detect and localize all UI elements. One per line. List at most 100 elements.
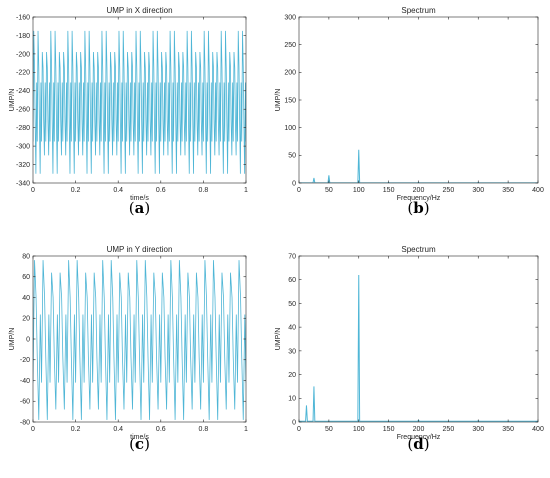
y-tick-label: 50: [288, 301, 296, 308]
x-axis-label: time/s: [130, 195, 149, 202]
data-series-d: [299, 274, 538, 422]
y-axis-label: UMP/N: [9, 89, 16, 112]
y-tick-label: 150: [284, 97, 296, 104]
x-tick-label: 0.4: [113, 187, 123, 194]
y-tick-label: 100: [284, 125, 296, 132]
x-tick-label: 0.2: [71, 426, 81, 433]
y-tick-label: 50: [288, 153, 296, 160]
caption-close: ): [424, 435, 430, 453]
x-tick-label: 350: [502, 187, 514, 194]
y-tick-label: 250: [284, 42, 296, 49]
caption-close: ): [144, 435, 150, 453]
caption-close: ): [424, 199, 430, 217]
panel-d: 0 50 100 150 200 250 300 350 400 0 10 20 30 40 50 60 70 S…: [275, 245, 544, 453]
y-tick-label: 20: [22, 316, 30, 323]
x-tick-label: 150: [383, 426, 395, 433]
plot-frame-a: [32, 16, 247, 184]
x-tick-label: 0.8: [199, 426, 209, 433]
x-tick-label: 0.2: [71, 187, 81, 194]
x-tick-label: 0.4: [113, 426, 123, 433]
y-tick-label: 0: [292, 419, 296, 426]
data-series-a: [33, 30, 246, 174]
chart-title: Spectrum: [401, 6, 436, 15]
x-tick-label: 300: [472, 187, 484, 194]
y-tick-label: 30: [288, 348, 296, 355]
y-tick-label: -180: [16, 33, 30, 40]
caption-close: ): [144, 199, 150, 217]
x-tick-label: 250: [443, 426, 455, 433]
x-tick-label: 1: [244, 426, 248, 433]
panel-caption-a: (a): [129, 199, 150, 217]
y-axis-label: UMP/N: [275, 328, 282, 351]
caption-letter: c: [135, 435, 144, 453]
y-tick-label: 80: [22, 253, 30, 260]
y-tick-label: 0: [292, 180, 296, 187]
x-tick-label: 200: [413, 187, 425, 194]
y-tick-label: 60: [288, 277, 296, 284]
x-tick-label: 1: [244, 187, 248, 194]
y-tick-label: 40: [22, 295, 30, 302]
panel-a: 0 0.2 0.4 0.6 0.8 1 -340 -320 -300 -280 -260 -240 -2…: [9, 6, 248, 217]
x-axis-label: Frequency/Hz: [397, 195, 441, 202]
x-tick-label: 0: [297, 426, 301, 433]
caption-letter: b: [413, 199, 424, 217]
y-tick-label: -340: [16, 180, 30, 187]
panel-caption-c: (c): [129, 435, 150, 453]
x-tick-label: 0: [31, 426, 35, 433]
x-tick-label: 200: [413, 426, 425, 433]
y-tick-label: -240: [16, 88, 30, 95]
y-tick-label: 200: [284, 70, 296, 77]
x-tick-label: 50: [325, 426, 333, 433]
y-tick-label: -220: [16, 70, 30, 77]
y-tick-label: -200: [16, 51, 30, 58]
x-tick-label: 0: [297, 187, 301, 194]
caption-open: (: [129, 199, 135, 217]
x-tick-label: 350: [502, 426, 514, 433]
y-tick-label: 0: [26, 336, 30, 343]
x-tick-label: 0.6: [156, 426, 166, 433]
x-tick-label: 150: [383, 187, 395, 194]
plot-frame-b: [298, 16, 539, 184]
data-series-b: [299, 149, 538, 183]
y-tick-label: -260: [16, 107, 30, 114]
y-tick-label: 40: [288, 325, 296, 332]
y-tick-label: -300: [16, 144, 30, 151]
y-tick-label: 70: [288, 253, 296, 260]
caption-letter: a: [135, 199, 145, 217]
caption-open: (: [407, 199, 413, 217]
y-tick-label: -160: [16, 14, 30, 21]
x-tick-label: 250: [443, 187, 455, 194]
y-axis-label: UMP/N: [275, 89, 282, 112]
data-series-c: [33, 260, 246, 420]
caption-open: (: [407, 435, 413, 453]
y-tick-label: -320: [16, 162, 30, 169]
x-tick-label: 100: [353, 426, 365, 433]
y-tick-label: 300: [284, 14, 296, 21]
x-tick-label: 100: [353, 187, 365, 194]
panel-caption-b: (b): [407, 199, 429, 217]
x-tick-label: 0.6: [156, 187, 166, 194]
y-tick-label: -20: [20, 357, 30, 364]
x-tick-label: 50: [325, 187, 333, 194]
x-axis-label: Frequency/Hz: [397, 434, 441, 441]
x-axis-label: time/s: [130, 434, 149, 441]
y-axis-label: UMP/N: [9, 328, 16, 351]
chart-title: Spectrum: [401, 245, 436, 254]
caption-letter: d: [413, 435, 424, 453]
y-tick-label: -40: [20, 378, 30, 385]
caption-open: (: [129, 435, 135, 453]
x-tick-label: 0: [31, 187, 35, 194]
y-tick-label: -280: [16, 125, 30, 132]
y-tick-label: -80: [20, 419, 30, 426]
chart-title: UMP in X direction: [106, 6, 172, 15]
x-tick-label: 0.8: [199, 187, 209, 194]
y-tick-label: 20: [288, 372, 296, 379]
x-tick-label: 400: [532, 426, 544, 433]
panel-b: 0 50 100 150 200 250 300 350 400 0 50 100 150 200 250 3…: [275, 6, 544, 217]
y-tick-label: 10: [288, 396, 296, 403]
x-tick-label: 400: [532, 187, 544, 194]
y-tick-label: 60: [22, 274, 30, 281]
chart-title: UMP in Y direction: [107, 245, 173, 254]
panel-c: 0 0.2 0.4 0.6 0.8 1 -80 -60 -40 -20 0 20 40 60 80 UMP i…: [9, 245, 248, 453]
